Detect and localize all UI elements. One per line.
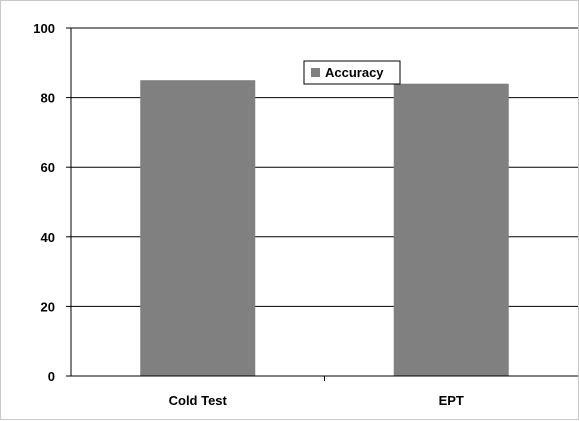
legend-swatch-accuracy xyxy=(311,68,320,77)
y-tick-labels: 0 20 40 60 80 100 xyxy=(33,21,55,384)
y-tick-label-80: 80 xyxy=(41,91,55,106)
y-tick-label-0: 0 xyxy=(48,369,55,384)
y-tick-label-40: 40 xyxy=(41,230,55,245)
legend-box xyxy=(303,60,401,85)
y-tick-label-100: 100 xyxy=(33,21,55,36)
y-tick-label-60: 60 xyxy=(41,160,55,175)
y-tick-label-20: 20 xyxy=(41,299,55,314)
bars xyxy=(140,80,509,381)
bar-cold-test xyxy=(140,80,256,376)
bar-ept xyxy=(393,83,509,377)
axes xyxy=(70,28,578,377)
legend: Accuracy xyxy=(303,60,401,85)
x-tick-label-ept: EPT xyxy=(439,393,464,408)
x-tick-labels: Cold Test EPT xyxy=(169,393,464,408)
x-tick-label-cold-test: Cold Test xyxy=(169,393,228,408)
legend-label-accuracy: Accuracy xyxy=(325,65,384,80)
